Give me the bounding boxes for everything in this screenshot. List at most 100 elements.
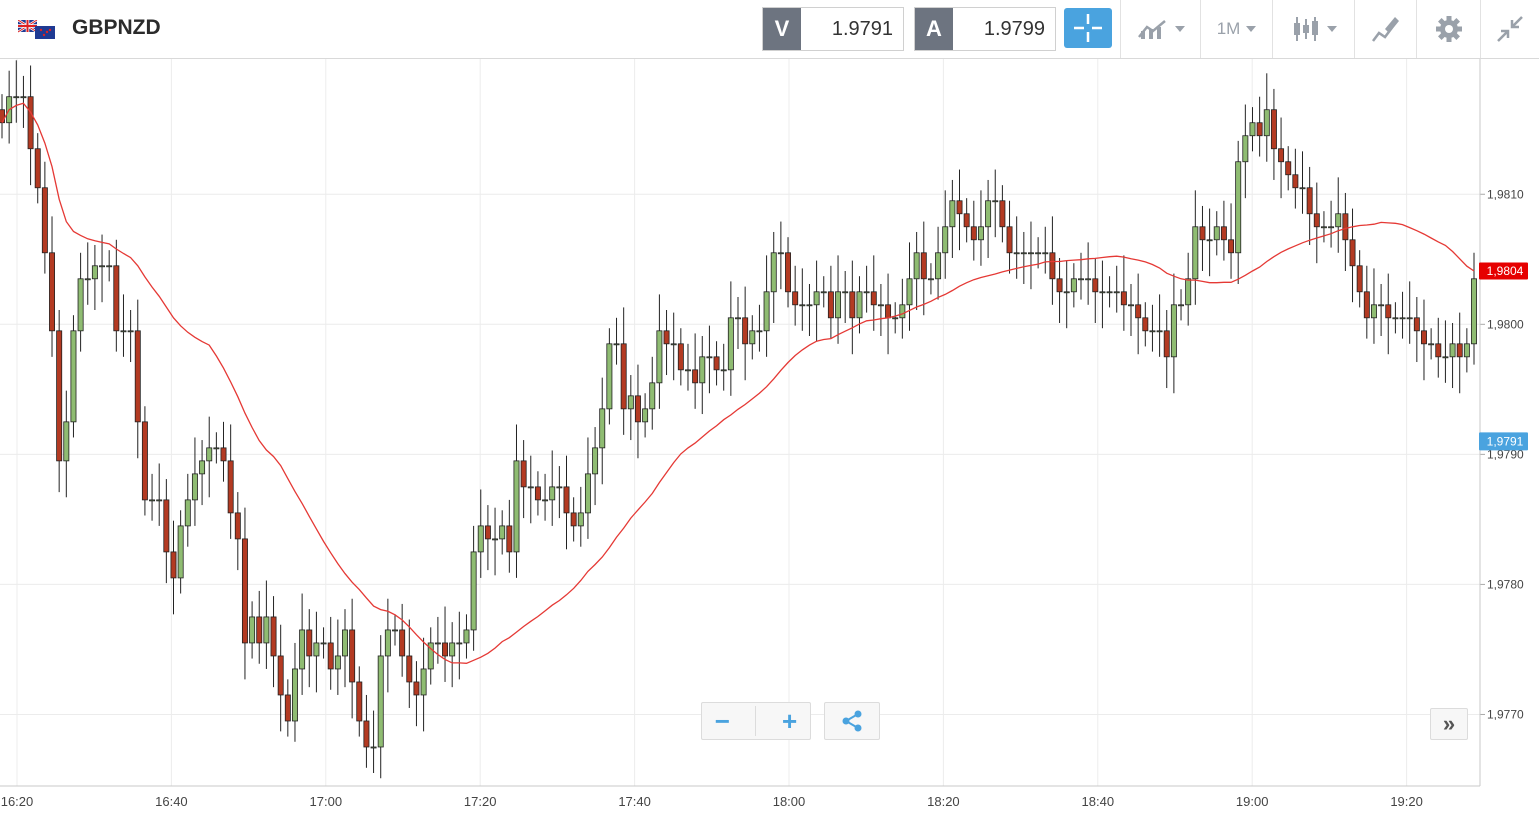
candle-body-up (199, 460, 206, 475)
candle (1235, 140, 1242, 284)
candle (156, 463, 163, 526)
candle-body-down (827, 291, 834, 319)
candle-body-down (327, 642, 334, 670)
candle (770, 231, 777, 324)
crosshair-button[interactable] (1064, 8, 1112, 48)
candle (1092, 257, 1099, 324)
zoom-out-button[interactable]: − (714, 705, 730, 736)
candle (170, 520, 177, 615)
sell-quote[interactable]: V 1.9791 (762, 7, 904, 51)
candle (1228, 203, 1235, 279)
candle-body-up (527, 486, 534, 489)
candle-body-down (506, 525, 513, 553)
candle-body-down (870, 291, 877, 306)
candle-body-up (1370, 304, 1377, 319)
timeframe-select[interactable]: 1M (1200, 0, 1272, 58)
candle-body-down (570, 512, 577, 527)
x-tick-label: 19:00 (1236, 794, 1269, 809)
moving-average-line (1, 102, 1475, 664)
candle (70, 315, 77, 438)
candle-body-up (1392, 317, 1399, 320)
candle (1078, 252, 1084, 300)
drawing-tools-button[interactable] (1354, 0, 1416, 58)
zoom-in-button[interactable]: + (782, 705, 798, 736)
sell-label: V (763, 8, 801, 50)
candle (206, 416, 213, 498)
candle-body-down (1421, 330, 1427, 345)
candle-body-up (1027, 252, 1034, 255)
candle (413, 661, 420, 727)
candle-body-up (392, 629, 398, 632)
buy-quote[interactable]: A 1.9799 (914, 7, 1056, 51)
candle (827, 265, 834, 339)
candle (1413, 296, 1420, 363)
candle (1249, 107, 1256, 152)
candle (191, 437, 198, 526)
candle (699, 336, 706, 415)
collapse-button[interactable] (1480, 0, 1539, 58)
candle (534, 471, 541, 516)
candle (556, 466, 563, 519)
candle-style-button[interactable] (1272, 0, 1354, 58)
candle (1263, 73, 1270, 162)
x-axis-labels: 16:20 16:40 17:00 17:20 17:40 18:00 18:20 18:40… (1, 794, 1423, 809)
candle-body-up (699, 356, 706, 384)
candle (1185, 252, 1192, 326)
candle (20, 75, 27, 128)
candle-body-up (13, 96, 20, 99)
grid-lines (0, 59, 1485, 786)
candle (613, 317, 620, 365)
candle (363, 694, 370, 768)
candle-body-up (1035, 252, 1042, 255)
candle-body-up (1070, 278, 1077, 293)
candle-body-up (577, 512, 584, 527)
x-tick-label: 18:00 (773, 794, 806, 809)
candle-body-up (556, 486, 563, 489)
candle (420, 637, 427, 732)
candle-body-up (913, 252, 920, 280)
candle (885, 273, 892, 355)
line-chart-icon (1137, 20, 1166, 39)
candle-body-up (927, 278, 934, 281)
candle-body-up (935, 252, 942, 280)
candle (1442, 320, 1449, 383)
candle (549, 450, 556, 526)
candle (284, 679, 291, 737)
symbol-title: GBPNZD (72, 16, 161, 39)
candle-body-up (70, 330, 77, 423)
candle (877, 283, 884, 337)
candle-body-up (184, 499, 191, 527)
settings-button[interactable] (1416, 0, 1480, 58)
chart-type-button[interactable] (1120, 0, 1200, 58)
candle-body-up (542, 499, 549, 502)
candle (756, 304, 763, 352)
candle (1128, 283, 1134, 337)
share-button[interactable] (824, 702, 880, 740)
candle (1435, 317, 1442, 378)
candle-body-down (792, 291, 799, 306)
candle-body-up (656, 330, 663, 384)
candle-body-up (1085, 278, 1092, 281)
candle-series (0, 60, 1477, 779)
candle (1027, 221, 1034, 290)
candle (320, 627, 327, 659)
candle-body-up (63, 421, 70, 462)
candle (963, 198, 970, 243)
candle-body-up (1299, 187, 1306, 190)
candle (892, 302, 899, 334)
candlestick-chart[interactable]: 1,9770 1,9780 1,9790 1,9800 1,9810 16:20 16:4… (0, 59, 1539, 824)
y-tick-label: 1,9770 (1487, 707, 1524, 721)
share-icon (842, 710, 862, 732)
candle (241, 507, 248, 680)
candle (763, 255, 770, 357)
candle-body-down (1285, 161, 1292, 176)
candle (1471, 252, 1477, 365)
candle-body-down (41, 187, 48, 254)
candle-body-down (349, 629, 356, 683)
candle (592, 427, 599, 506)
scroll-right-button[interactable]: » (1430, 708, 1468, 740)
drawing-icon (1371, 17, 1399, 42)
candle-body-up (1378, 304, 1385, 307)
candle-body-up (856, 291, 863, 319)
candle-body-up (1020, 252, 1027, 255)
